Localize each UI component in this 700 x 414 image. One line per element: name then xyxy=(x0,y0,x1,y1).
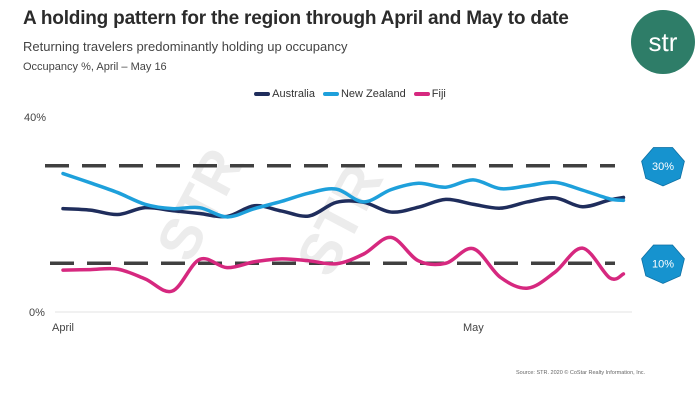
source-note: Source: STR. 2020 © CoStar Realty Inform… xyxy=(516,370,646,376)
legend-item-australia: Australia xyxy=(254,88,315,100)
legend-swatch xyxy=(413,92,430,96)
x-tick-label: May xyxy=(463,322,484,334)
x-tick-label: April xyxy=(52,322,74,334)
legend-label: New Zealand xyxy=(340,88,406,100)
badge-10 xyxy=(641,244,685,284)
logo-text: str xyxy=(648,26,678,57)
series-line-fiji xyxy=(61,235,626,294)
chart-subtitle: Returning travelers predominantly holdin… xyxy=(23,39,348,54)
legend-item-fiji: Fiji xyxy=(413,88,446,100)
chart-measure: Occupancy %, April – May 16 xyxy=(23,61,167,73)
y-tick-label: 0% xyxy=(29,307,45,319)
badge-label: 30% xyxy=(652,161,674,173)
svg-text:STR: STR xyxy=(144,138,256,271)
chart-title: A holding pattern for the region through… xyxy=(23,8,569,29)
legend-label: Fiji xyxy=(431,88,446,100)
legend: Australia New Zealand Fiji xyxy=(0,88,700,100)
legend-swatch xyxy=(322,92,339,96)
legend-swatch xyxy=(254,92,271,96)
badge-label: 10% xyxy=(652,258,674,270)
legend-label: Australia xyxy=(272,88,315,100)
series-line-new-zealand xyxy=(61,171,626,219)
badge-30 xyxy=(641,147,685,187)
legend-item-new-zealand: New Zealand xyxy=(322,88,406,100)
svg-text:STR: STR xyxy=(284,153,396,286)
str-logo: str xyxy=(631,10,695,74)
y-tick-label: 40% xyxy=(24,112,46,124)
